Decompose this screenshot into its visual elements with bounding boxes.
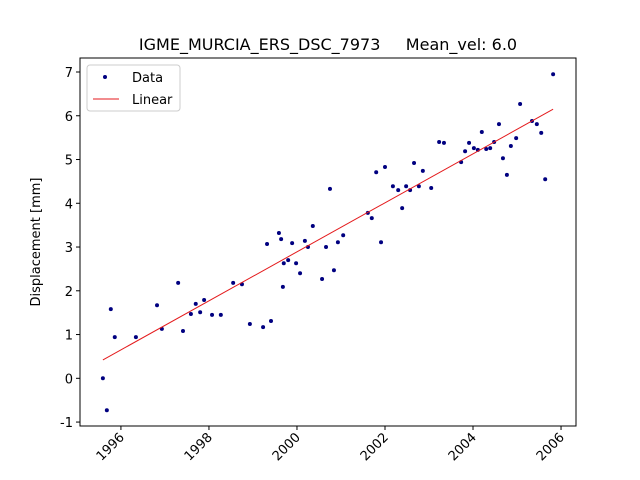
data-point <box>294 261 299 266</box>
data-point <box>320 276 325 281</box>
data-point <box>379 240 384 245</box>
data-point <box>247 322 252 327</box>
data-point <box>412 161 417 166</box>
y-tick-label: 2 <box>65 285 73 300</box>
data-point <box>369 216 374 221</box>
data-point <box>382 164 387 169</box>
data-point <box>543 177 548 182</box>
data-point <box>302 238 307 243</box>
data-point <box>404 184 409 189</box>
data-point <box>539 130 544 135</box>
data-point <box>416 184 421 189</box>
y-tick-label: 6 <box>65 110 73 125</box>
data-point <box>514 136 519 141</box>
data-point <box>500 156 505 161</box>
data-point <box>484 147 489 152</box>
data-point <box>261 325 266 330</box>
trend-line <box>102 108 554 361</box>
data-point <box>112 335 117 340</box>
data-point <box>202 297 207 302</box>
data-point <box>108 307 113 312</box>
data-point <box>508 143 513 148</box>
data-point <box>310 224 315 229</box>
data-point <box>341 233 346 238</box>
y-tick-label: 1 <box>65 329 73 344</box>
data-point <box>100 376 105 381</box>
data-point <box>467 140 472 145</box>
y-axis-label: Displacement [mm] <box>29 178 44 307</box>
data-point <box>210 312 215 317</box>
data-point <box>400 206 405 211</box>
data-point <box>280 284 285 289</box>
chart-title: IGME_MURCIA_ERS_DSC_7973 Mean_vel: 6.0 <box>139 35 517 55</box>
y-tick-label: 5 <box>65 154 73 169</box>
y-tick-label: 7 <box>65 66 73 81</box>
data-point <box>471 146 476 151</box>
data-point <box>534 122 539 127</box>
data-point <box>496 122 501 127</box>
y-tick-label: 0 <box>65 372 73 387</box>
legend-label: Linear <box>132 93 173 108</box>
data-point <box>298 271 303 276</box>
data-point <box>279 237 284 242</box>
data-point <box>479 129 484 134</box>
data-point <box>331 268 336 273</box>
data-point <box>518 101 523 106</box>
data-point <box>324 245 329 250</box>
data-point <box>396 188 401 193</box>
data-point <box>420 168 425 173</box>
data-point <box>218 312 223 317</box>
data-point <box>437 140 442 145</box>
data-point <box>155 303 160 308</box>
data-point <box>104 408 109 413</box>
data-point <box>198 310 203 315</box>
data-point <box>231 280 236 285</box>
data-point <box>390 184 395 189</box>
data-point <box>176 280 181 285</box>
data-point <box>276 231 281 236</box>
data-point <box>327 186 332 191</box>
data-point <box>286 258 291 263</box>
data-point <box>265 241 270 246</box>
data-point <box>463 149 468 154</box>
y-tick-label: -1 <box>60 416 73 431</box>
data-point <box>193 301 198 306</box>
y-tick-label: 3 <box>65 241 73 256</box>
data-point <box>180 329 185 334</box>
y-tick-label: 4 <box>65 197 73 212</box>
data-point <box>335 240 340 245</box>
data-point <box>504 172 509 177</box>
data-point <box>188 311 193 316</box>
data-point <box>441 140 446 145</box>
data-point <box>429 185 434 190</box>
data-point <box>374 170 379 175</box>
data-point <box>281 261 286 266</box>
legend-marker <box>103 75 107 79</box>
legend-label: Data <box>132 71 163 86</box>
data-point <box>551 72 556 77</box>
data-point <box>269 318 274 323</box>
data-point <box>290 241 295 246</box>
data-point <box>133 335 138 340</box>
plot-frame <box>79 57 577 427</box>
data-point <box>488 146 493 151</box>
